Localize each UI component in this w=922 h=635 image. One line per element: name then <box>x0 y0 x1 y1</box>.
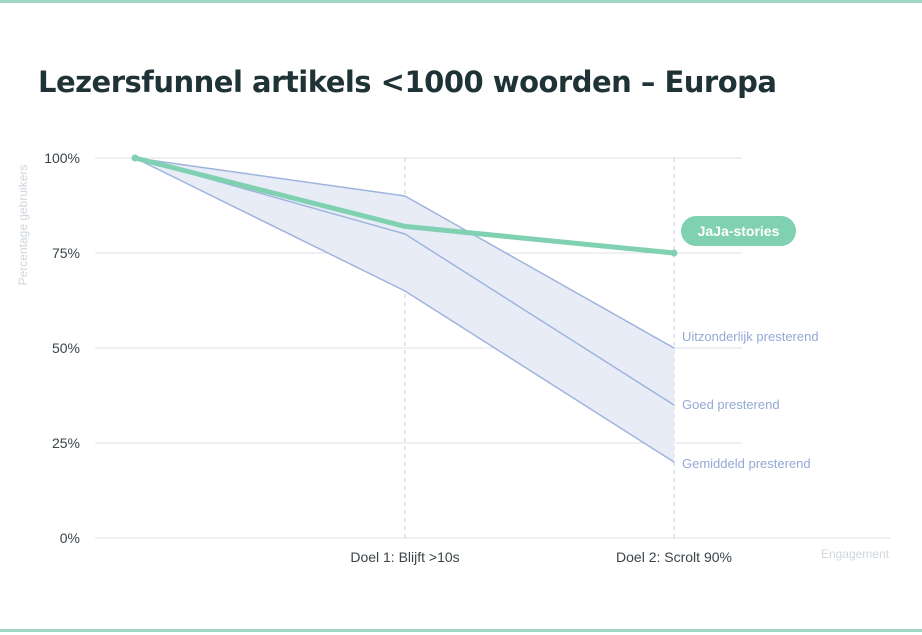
label-goed: Goed presterend <box>682 397 780 412</box>
y-tick-label-100: 100% <box>44 150 80 166</box>
y-tick-label-50: 50% <box>52 340 80 356</box>
x-axis-title: Engagement <box>821 547 890 561</box>
funnel-chart: 0% 25% 50% 75% 100% Uitzonderlijk presterend G… <box>16 150 890 565</box>
series-line-uitzonderlijk <box>134 157 675 349</box>
series-line-gemiddeld <box>134 157 675 463</box>
label-gemiddeld: Gemiddeld presterend <box>682 456 811 471</box>
series-line-jaja <box>132 155 677 256</box>
x-tick-label-1: Doel 1: Blijft >10s <box>350 549 459 565</box>
label-jaja-stories: JaJa-stories <box>698 223 780 239</box>
x-tick-label-2: Doel 2: Scrolt 90% <box>616 549 732 565</box>
benchmark-band <box>135 158 674 462</box>
y-axis-title: Percentage gebruikers <box>16 165 30 286</box>
y-tick-label-0: 0% <box>60 530 80 546</box>
chart-title: Lezersfunnel artikels <1000 woorden – Eu… <box>38 65 777 99</box>
jaja-point-0 <box>131 154 139 162</box>
y-tick-label-75: 75% <box>52 245 80 261</box>
y-tick-label-25: 25% <box>52 435 80 451</box>
jaja-label-pill <box>681 216 796 246</box>
jaja-point-2 <box>670 249 678 257</box>
label-uitzonderlijk: Uitzonderlijk presterend <box>682 329 819 344</box>
